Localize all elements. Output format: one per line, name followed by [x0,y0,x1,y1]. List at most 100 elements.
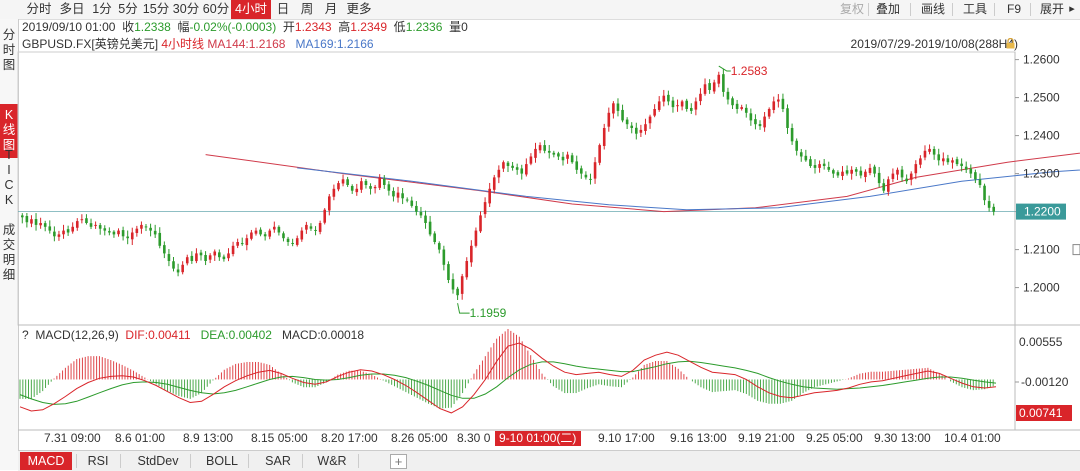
sidebar-tab-char: K [4,193,14,207]
candle-body [781,98,785,109]
x-axis-label: 7.31 09:00 [44,431,101,445]
timeframe-tab-6[interactable]: 60分 [202,2,230,16]
candle-body [932,148,936,155]
tab-separator [120,454,121,468]
candle-body [465,261,469,278]
expand-button[interactable]: 展开 [1039,2,1064,16]
x-axis-label: 8.20 17:00 [321,431,378,445]
candle-body [231,245,235,255]
candle-body [20,215,24,218]
lock-icon[interactable] [1006,38,1015,49]
candle-body [648,116,652,124]
indicator-tab-rsi[interactable]: RSI [87,454,109,468]
fuquan-button[interactable]: 复权 [839,2,864,16]
candle-body [53,231,56,237]
indicator-tab-sar[interactable]: SAR [265,454,291,468]
candle-body [314,229,317,231]
plus-icon[interactable]: + [390,454,407,469]
candle-body [227,253,230,259]
candle-body [25,216,29,223]
candle-body [809,159,812,166]
candle-body [744,107,748,113]
x-axis-label: 9.16 13:00 [670,431,727,445]
candle-body [140,224,143,229]
timeframe-tab-2[interactable]: 1分 [92,2,112,16]
indicator-tab-stddev[interactable]: StdDev [137,454,179,468]
candle-body [419,212,423,216]
timeframe-tab-11[interactable]: 更多 [346,2,372,16]
sidebar-tab-char: 线 [2,123,16,137]
draw-button[interactable]: 画线 [920,2,945,16]
high-value: 1.2349 [350,20,387,34]
candle-body [543,145,546,151]
tab-separator [190,454,191,468]
candle-body [305,224,308,230]
indicator-tab-macd[interactable]: MACD [20,452,72,470]
candle-body [589,178,592,180]
candle-body [94,224,97,226]
candle-body [694,101,698,110]
macd-axis-top: 0.00555 [1019,335,1063,349]
candle-body [598,145,601,163]
candle-body [424,215,427,223]
candle-body [680,101,684,107]
timeframe-tab-7[interactable]: 4小时 [231,0,271,19]
candle-body [387,184,391,191]
candle-body [185,257,189,264]
sidebar-tab-char: K [4,108,14,122]
candle-body [291,242,294,244]
sidebar-tab-trades[interactable]: 成交明细 [0,219,18,285]
timeframe-tab-0[interactable]: 分时 [26,2,52,16]
period-label: 4小时线 [161,37,205,51]
candle-body [176,269,180,273]
candle-body [236,242,239,246]
sidebar-tab-timeshare[interactable]: 分时图 [0,24,18,82]
candle-body [653,109,656,116]
candle-body [520,168,524,174]
timeframe-tab-8[interactable]: 日 [276,2,290,16]
timeframe-tab-3[interactable]: 5分 [118,2,138,16]
timeframe-tab-5[interactable]: 30分 [172,2,200,16]
tools-button[interactable]: 工具 [962,2,987,16]
candle-body [442,249,446,265]
candle-body [456,288,459,296]
candle-body [868,167,872,173]
candle-body [492,177,496,190]
candle-body [795,140,798,151]
candle-body [401,193,404,199]
candle-body [699,93,702,102]
candle-body [126,236,129,239]
stack-button[interactable]: 叠加 [875,2,900,16]
x-axis-label: 8.26 05:00 [391,431,448,445]
x-axis-label: 8.30 0 [457,431,491,445]
candle-body [630,125,634,128]
x-axis-label: 10.4 01:00 [944,431,1001,445]
indicator-tab-w-r[interactable]: W&R [317,454,347,468]
candle-body [405,199,409,201]
candle-body [158,232,162,246]
timeframe-tab-1[interactable]: 多日 [59,2,85,16]
candle-body [62,230,65,235]
ohlc-info-bar: 2019/09/10 01:00 收1.2338 幅-0.02%(-0.0003… [22,19,468,35]
timeframe-tab-4[interactable]: 15分 [142,2,170,16]
indicator-tab-boll[interactable]: BOLL [206,454,238,468]
candle-body [657,101,661,110]
candle-body [914,164,918,174]
macd-help-icon[interactable]: ? [22,328,29,342]
timeframe-tab-9[interactable]: 周 [300,2,314,16]
candle-body [570,155,574,163]
toolbar-separator [952,3,953,16]
f9-button[interactable]: F9 [1006,2,1021,16]
candle-body [204,255,207,261]
candle-body [300,230,304,240]
candle-body [360,181,363,190]
chevron-right-icon[interactable]: ▸ [1069,3,1075,15]
candle-body [987,201,991,208]
candle-body [282,233,285,239]
candle-body [955,159,959,165]
timeframe-tab-10[interactable]: 月 [324,2,338,16]
candle-body [144,226,148,228]
